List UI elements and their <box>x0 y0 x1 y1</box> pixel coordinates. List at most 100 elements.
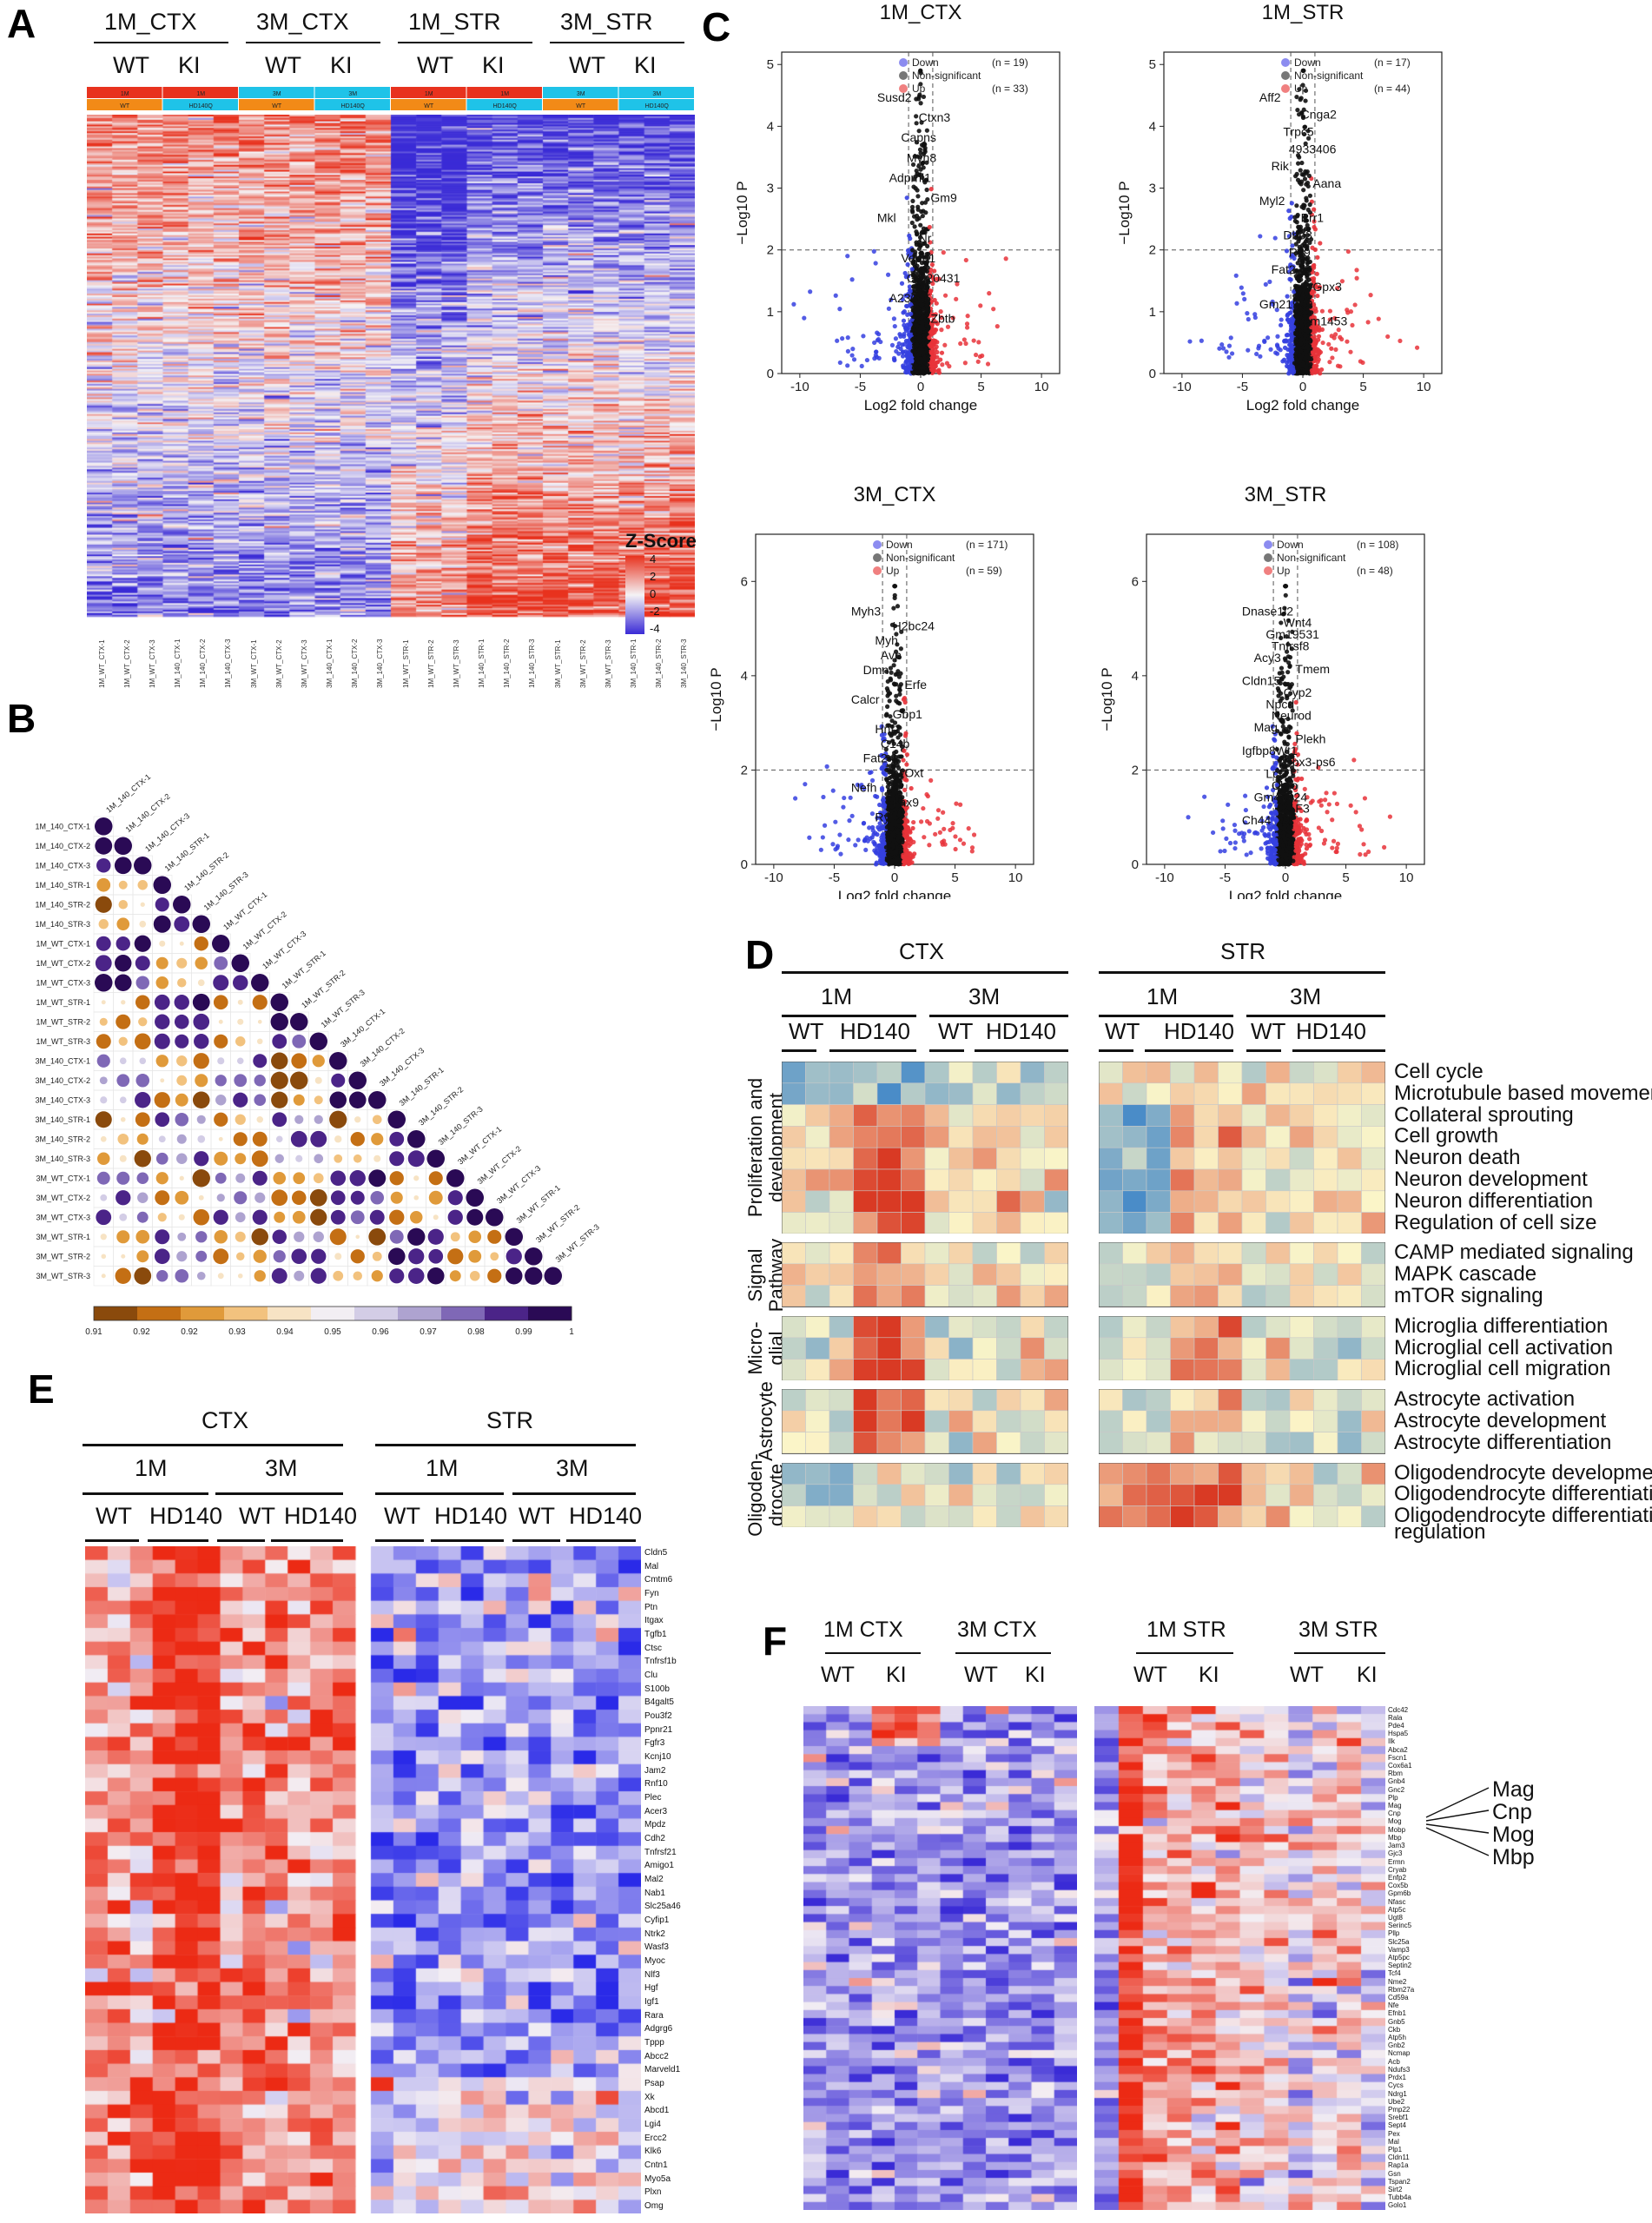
genotype-label-ki: KI <box>482 52 505 78</box>
volcano-point <box>928 274 934 279</box>
volcano-point <box>1295 261 1300 266</box>
corr-dot <box>369 1209 385 1225</box>
volcano-point <box>910 248 915 253</box>
volcano-point <box>924 187 929 193</box>
diag-label-20: 3M_WT_CTX-2 <box>476 1144 523 1186</box>
volcano-point <box>1329 346 1334 351</box>
volcano-point <box>1307 202 1312 208</box>
corr-dot <box>155 897 169 912</box>
scale-swatch-9 <box>485 1307 529 1320</box>
volcano-point <box>1307 209 1312 215</box>
age-bar-4 <box>391 87 466 98</box>
volcano-point <box>991 307 996 312</box>
corr-dot <box>176 1251 188 1262</box>
volcano-point <box>1318 349 1324 355</box>
corr-dot <box>196 1115 206 1124</box>
volcano-point <box>961 337 967 342</box>
volcano-point <box>924 308 929 313</box>
corr-dot <box>136 1211 149 1223</box>
corr-dot <box>135 1112 150 1128</box>
volcano-point <box>919 347 924 353</box>
corr-dot <box>96 1054 110 1068</box>
corr-dot <box>156 1270 169 1282</box>
x-tick-label: -10 <box>764 870 783 885</box>
volcano-point <box>1306 322 1312 327</box>
volcano-point <box>901 310 906 315</box>
volcano-point <box>1298 235 1303 241</box>
volcano-point <box>925 243 930 248</box>
volcano-point <box>958 341 963 347</box>
volcano-point <box>878 339 883 345</box>
volcano-point <box>901 318 907 323</box>
volcano-point <box>897 332 902 337</box>
sample-label-24: 3M_140_STR-3 <box>680 638 689 688</box>
diag-label-2: 1M_140_CTX-2 <box>124 792 172 835</box>
volcano-point <box>1306 354 1312 360</box>
volcano-point <box>1306 136 1312 141</box>
volcano-point <box>1332 335 1337 341</box>
gene-label-zbtb: Zbtb <box>930 311 955 325</box>
volcano-point <box>903 293 909 298</box>
gene-label-veph1: Veph1 <box>901 251 935 265</box>
volcano-point <box>1242 296 1247 301</box>
scale-swatch-7 <box>398 1307 442 1320</box>
volcano-point <box>924 160 929 165</box>
volcano-point <box>1303 334 1308 339</box>
corr-dot <box>192 1169 210 1188</box>
corr-dot <box>372 1115 382 1125</box>
volcano-point <box>1316 334 1322 339</box>
volcano-point <box>851 357 857 362</box>
volcano-point <box>909 208 915 213</box>
gene-label-mkl: Mkl <box>877 211 896 225</box>
corr-dot <box>329 1052 347 1070</box>
volcano-point <box>1288 332 1294 338</box>
corr-dot <box>100 1135 107 1142</box>
gene-label-cnga2: Cnga2 <box>1301 108 1337 122</box>
volcano-point <box>1299 179 1305 184</box>
volcano-point <box>1309 290 1315 296</box>
volcano-point <box>924 296 930 302</box>
corr-dot <box>95 955 112 972</box>
volcano-point <box>1303 213 1308 219</box>
volcano-point <box>919 293 924 298</box>
corr-dot <box>291 1248 307 1265</box>
volcano-point <box>1292 324 1297 330</box>
volcano-point <box>1287 310 1292 316</box>
genotype-bar-text-3: HD140Q <box>341 103 366 109</box>
volcano-point <box>1352 302 1358 308</box>
volcano-point <box>1302 356 1308 361</box>
volcano-point <box>1299 319 1305 324</box>
corr-dot <box>314 1095 323 1105</box>
corr-dot <box>215 1172 227 1184</box>
scale-swatch-6 <box>354 1307 399 1320</box>
corr-dot <box>192 993 210 1011</box>
corr-dot <box>214 1112 228 1127</box>
volcano-point <box>908 364 913 369</box>
volcano-point <box>1298 168 1303 173</box>
corr-dot <box>428 1171 443 1186</box>
diag-label-7: 1M_WT_CTX-1 <box>221 890 268 932</box>
corr-dot <box>348 1091 367 1109</box>
volcano-point <box>1245 311 1250 316</box>
volcano-point <box>1298 333 1303 338</box>
corr-dot <box>137 1192 149 1203</box>
corr-dot <box>96 1209 112 1226</box>
corr-dot <box>195 1074 208 1088</box>
corr-dot <box>192 1091 210 1109</box>
y-tick-label: 4 <box>767 119 774 134</box>
corr-dot <box>468 1230 482 1244</box>
corr-dot <box>235 1036 246 1047</box>
corr-dot <box>237 999 243 1005</box>
volcano-point <box>873 261 878 266</box>
corr-dot <box>213 1209 228 1225</box>
corr-dot <box>426 1149 445 1168</box>
genotype-bar-0 <box>87 99 162 110</box>
corr-dot <box>135 956 150 971</box>
volcano-point <box>918 253 924 259</box>
volcano-point <box>1288 347 1294 354</box>
volcano-point <box>909 220 915 226</box>
corr-dot <box>486 1208 504 1227</box>
volcano-point <box>835 338 840 343</box>
corr-dot <box>271 1052 288 1069</box>
sample-label-14: 1M_WT_STR-2 <box>426 639 435 688</box>
